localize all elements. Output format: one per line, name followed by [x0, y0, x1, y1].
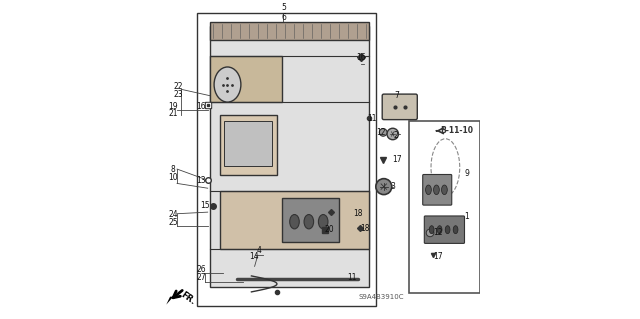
Text: 17: 17	[392, 155, 401, 164]
Text: 1: 1	[465, 212, 469, 221]
Text: 18: 18	[353, 209, 363, 218]
Polygon shape	[210, 56, 282, 102]
Text: 2: 2	[394, 131, 398, 140]
Ellipse shape	[290, 214, 300, 229]
Text: 22: 22	[174, 82, 184, 91]
Circle shape	[426, 229, 434, 237]
Text: S9A4B3910C: S9A4B3910C	[358, 294, 404, 300]
Text: 23: 23	[174, 90, 184, 99]
Text: 27: 27	[196, 273, 206, 282]
Circle shape	[387, 128, 399, 140]
Text: 13: 13	[196, 176, 206, 185]
Text: 9: 9	[464, 169, 469, 178]
Text: 14: 14	[249, 252, 259, 261]
Ellipse shape	[442, 185, 447, 195]
Ellipse shape	[426, 185, 431, 195]
Text: 21: 21	[168, 109, 178, 118]
Text: 18: 18	[360, 224, 369, 233]
FancyBboxPatch shape	[382, 94, 417, 120]
Text: 19: 19	[168, 102, 178, 111]
Text: 6: 6	[282, 13, 287, 22]
Ellipse shape	[304, 214, 314, 229]
Text: 11: 11	[367, 114, 376, 122]
Polygon shape	[166, 297, 173, 305]
Text: 15: 15	[200, 201, 210, 210]
Ellipse shape	[214, 67, 241, 102]
Circle shape	[376, 179, 392, 195]
Ellipse shape	[319, 214, 328, 229]
FancyBboxPatch shape	[424, 216, 465, 243]
Text: 16: 16	[196, 102, 206, 111]
Circle shape	[380, 129, 387, 136]
Text: 7: 7	[394, 91, 399, 100]
Text: 12: 12	[376, 128, 385, 137]
Text: 8: 8	[171, 165, 175, 174]
Text: 3: 3	[390, 182, 395, 191]
Polygon shape	[210, 22, 369, 40]
Text: 26: 26	[196, 265, 206, 274]
Ellipse shape	[433, 185, 439, 195]
Polygon shape	[224, 121, 272, 166]
Text: 4: 4	[256, 246, 261, 255]
FancyBboxPatch shape	[422, 174, 452, 205]
Polygon shape	[210, 26, 369, 287]
Text: 16: 16	[356, 53, 365, 62]
Bar	[410, 121, 479, 293]
Text: 24: 24	[168, 210, 178, 219]
Text: B-11-10: B-11-10	[440, 126, 474, 135]
Text: 25: 25	[168, 218, 178, 227]
Ellipse shape	[453, 226, 458, 234]
Ellipse shape	[437, 226, 442, 234]
Text: 20: 20	[324, 225, 333, 234]
Ellipse shape	[429, 226, 434, 234]
Polygon shape	[282, 198, 339, 242]
Polygon shape	[220, 115, 277, 175]
Text: 5: 5	[282, 4, 287, 12]
Text: 11: 11	[347, 273, 356, 282]
Text: 17: 17	[433, 252, 443, 261]
Ellipse shape	[445, 226, 450, 234]
Text: 12: 12	[433, 228, 443, 237]
Text: 10: 10	[168, 173, 178, 182]
Text: FR.: FR.	[179, 290, 196, 306]
Polygon shape	[220, 191, 369, 249]
